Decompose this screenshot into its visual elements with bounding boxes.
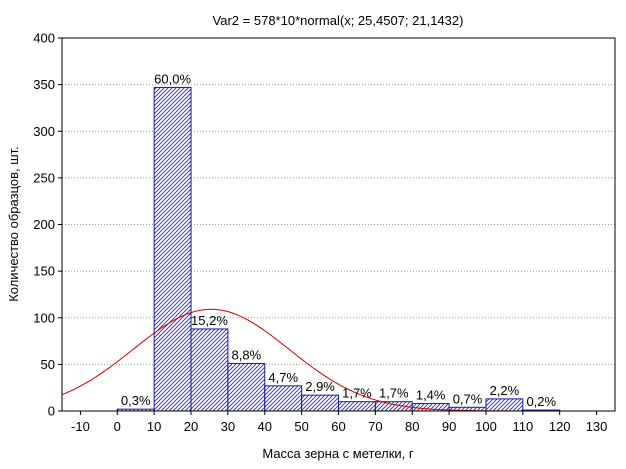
x-tick-label: 90 xyxy=(442,419,456,434)
bar-percent-label: 15,2% xyxy=(191,313,228,328)
x-tick-label: 20 xyxy=(184,419,198,434)
bar-percent-label: 2,9% xyxy=(305,379,335,394)
y-tick-label: 100 xyxy=(33,310,55,325)
y-tick-label: 50 xyxy=(41,357,55,372)
bar-percent-label: 60,0% xyxy=(154,71,191,86)
bar-percent-label: 1,7% xyxy=(342,386,372,401)
histogram-bar xyxy=(301,394,339,412)
x-axis-title: Масса зерна с метелки, г xyxy=(262,446,414,461)
bar-percent-label: 8,8% xyxy=(232,347,262,362)
y-tick-label: 0 xyxy=(48,404,55,419)
x-tick-label: 60 xyxy=(331,419,345,434)
x-tick-label: -10 xyxy=(71,419,90,434)
x-tick-label: 0 xyxy=(114,419,121,434)
bar-percent-label: 0,3% xyxy=(121,393,151,408)
y-tick-label: 400 xyxy=(33,31,55,46)
bar-percent-label: 2,2% xyxy=(490,383,520,398)
x-tick-label: 70 xyxy=(368,419,382,434)
y-tick-label: 250 xyxy=(33,170,55,185)
y-tick-label: 300 xyxy=(33,124,55,139)
histogram-bar xyxy=(338,401,376,412)
data-labels: 0,3% 60,0% 15,2% 8,8% 4,7% 2,9% 1,7% 1,7% 1,4% 0,… xyxy=(121,71,557,409)
x-tick-label: 100 xyxy=(475,419,497,434)
x-tick-label: 80 xyxy=(405,419,419,434)
histogram-bar xyxy=(485,398,524,412)
x-axis-ticks: -10 0 10 20 30 40 50 60 70 80 90 100 110 120 130 xyxy=(71,411,607,434)
bar-percent-label: 4,7% xyxy=(268,370,298,385)
y-axis-ticks: 0 50 100 150 200 250 300 350 400 xyxy=(33,31,62,419)
bars xyxy=(116,86,561,412)
bar-percent-label: 1,7% xyxy=(379,386,409,401)
y-axis-title: Количество образцов, шт. xyxy=(6,146,21,302)
histogram-bar xyxy=(264,385,303,412)
bar-percent-label: 0,2% xyxy=(526,394,556,409)
x-tick-label: 30 xyxy=(221,419,235,434)
histogram-bar xyxy=(227,362,266,412)
bar-percent-label: 0,7% xyxy=(453,391,483,406)
histogram-bar xyxy=(190,328,229,412)
y-tick-label: 200 xyxy=(33,217,55,232)
x-tick-label: 120 xyxy=(549,419,571,434)
x-tick-label: 10 xyxy=(147,419,161,434)
x-tick-label: 130 xyxy=(586,419,608,434)
y-tick-label: 150 xyxy=(33,264,55,279)
x-tick-label: 110 xyxy=(512,419,533,434)
bar-percent-label: 1,4% xyxy=(416,388,446,403)
histogram-bar xyxy=(153,86,192,412)
grid-lines xyxy=(62,84,615,365)
y-tick-label: 350 xyxy=(33,77,55,92)
chart-title: Var2 = 578*10*normal(x; 25,4507; 21,1432… xyxy=(213,13,464,28)
x-tick-label: 50 xyxy=(294,419,308,434)
x-tick-label: 40 xyxy=(258,419,272,434)
